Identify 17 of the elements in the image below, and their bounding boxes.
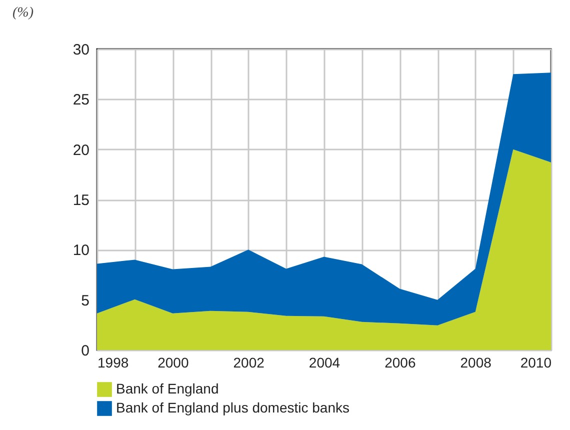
legend-label: Bank of England plus domestic banks bbox=[116, 400, 350, 416]
y-tick-label: 20 bbox=[72, 142, 90, 159]
y-tick-label: 10 bbox=[72, 242, 90, 260]
x-tick-label: 2008 bbox=[460, 354, 492, 370]
x-tick-label: 1998 bbox=[98, 354, 129, 370]
y-tick-label: 30 bbox=[72, 42, 90, 58]
y-tick-label: 5 bbox=[81, 292, 90, 310]
y-tick-label: 0 bbox=[81, 342, 90, 360]
x-tick-label: 2006 bbox=[384, 354, 416, 370]
x-tick-label: 2000 bbox=[158, 354, 189, 370]
x-tick-label: 2010 bbox=[520, 354, 552, 370]
x-tick-label: 2002 bbox=[233, 354, 265, 370]
y-tick-label: 25 bbox=[72, 92, 90, 109]
x-tick-label: 2004 bbox=[308, 354, 340, 370]
legend-label: Bank of England bbox=[116, 380, 219, 396]
y-tick-label: 15 bbox=[72, 192, 90, 209]
y-axis-title: (%) bbox=[12, 6, 34, 20]
